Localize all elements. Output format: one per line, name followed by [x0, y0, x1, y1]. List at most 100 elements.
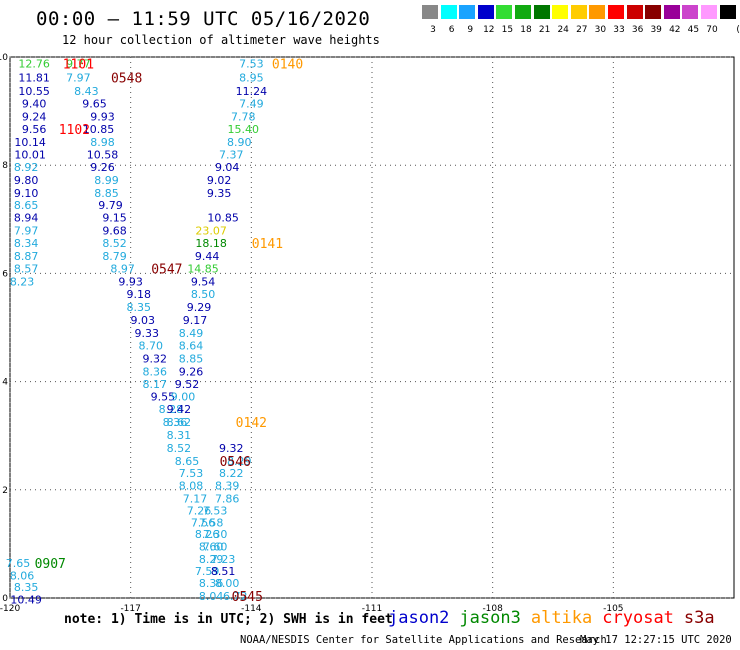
- swh-value: 8.43: [74, 85, 99, 98]
- timestamp: May 17 12:27:15 UTC 2020: [580, 634, 732, 646]
- swh-value: 8.70: [139, 339, 164, 352]
- legend-swatch: [608, 5, 624, 19]
- x-tick-label: -120: [0, 604, 20, 614]
- swh-value: 8.85: [94, 187, 119, 200]
- swh-value: 7.58: [199, 516, 224, 529]
- footnote: note: 1) Time is in UTC; 2) SWH is in fe…: [64, 612, 393, 627]
- swh-value: 8.52: [102, 237, 127, 250]
- swh-value: 9.04: [215, 161, 240, 174]
- swh-value: 9.03: [130, 314, 155, 327]
- legend-label: 21: [538, 25, 551, 35]
- swh-value: 7.37: [219, 148, 244, 161]
- legend-swatch: [589, 5, 606, 19]
- swh-value: 9.35: [207, 187, 232, 200]
- swh-value: 8.36: [143, 365, 168, 378]
- swh-value: 8.39: [215, 479, 240, 492]
- swh-value: 11.24: [236, 85, 268, 98]
- swh-value: 8.52: [167, 442, 192, 455]
- swh-value: 9.40: [22, 98, 47, 111]
- swh-value: 9.10: [14, 187, 39, 200]
- legend-swatch: [477, 5, 494, 19]
- map-title: 00:00 – 11:59 UTC 05/16/2020: [36, 8, 371, 30]
- legend-swatch: [626, 5, 643, 19]
- swh-value: 9.52: [175, 378, 200, 391]
- legend-label: 12: [483, 25, 495, 35]
- swh-value: 7.78: [231, 111, 256, 124]
- x-tick-label: -111: [362, 604, 382, 614]
- pass-time-label: 0548: [111, 72, 142, 87]
- swh-value: 7.30: [203, 528, 228, 541]
- legend-swatch: [682, 5, 699, 19]
- swh-value: 8.99: [94, 174, 119, 187]
- legend-label: 3: [430, 25, 436, 35]
- swh-value: 10.85: [83, 123, 115, 136]
- swh-value: 9.56: [22, 123, 47, 136]
- legend-label: 18: [520, 25, 532, 35]
- satellite-s3a: s3a: [683, 608, 715, 628]
- swh-value: 8.35: [126, 301, 151, 314]
- legend-label: 30: [594, 25, 607, 35]
- swh-value: 10.14: [14, 136, 46, 149]
- swh-value: 8.94: [14, 212, 39, 225]
- legend-label: 15: [501, 25, 514, 35]
- satellite-altika: altika: [530, 608, 593, 628]
- swh-value: 9.55: [151, 391, 176, 404]
- swh-value: 9.77: [66, 57, 91, 70]
- swh-value: 7.97: [66, 72, 91, 85]
- swh-value: 11.81: [18, 72, 50, 85]
- legend-label: 9: [467, 25, 474, 35]
- swh-value: 9.32: [219, 442, 244, 455]
- pass-time-label: 1102: [59, 123, 90, 138]
- swh-value: 8.36: [163, 416, 188, 429]
- swh-value: 7.53: [203, 504, 228, 517]
- swh-value: 12.76: [18, 57, 50, 70]
- swh-value: 7.26: [187, 504, 212, 517]
- y-tick-label: 4: [2, 378, 8, 388]
- swh-value: 7.53: [179, 467, 204, 480]
- swh-value: 23.07: [195, 225, 227, 238]
- swh-value: 9.26: [90, 161, 115, 174]
- legend-swatch: [459, 5, 476, 19]
- swh-value: 8.29: [227, 455, 252, 468]
- legend-swatch: [719, 5, 736, 19]
- map-subtitle: 12 hour collection of altimeter wave hei…: [62, 33, 380, 47]
- swh-value: 8.31: [167, 429, 192, 442]
- swh-value: 8.00: [215, 577, 240, 590]
- swh-value: 9.02: [207, 174, 232, 187]
- swh-value: 9.93: [90, 111, 115, 124]
- swh-value: 8.23: [10, 276, 35, 289]
- swh-value: 9.80: [14, 174, 39, 187]
- swh-value: 9.29: [187, 301, 212, 314]
- y-tick-label: 10: [0, 53, 8, 63]
- legend-swatch: [645, 5, 662, 19]
- swh-value: 8.04: [199, 590, 224, 603]
- swh-value: 18.18: [195, 237, 227, 250]
- swh-value: 9.68: [102, 225, 127, 238]
- swh-value: 7.65: [6, 557, 31, 570]
- swh-value: 9.54: [191, 276, 216, 289]
- x-tick-label: -114: [241, 604, 262, 614]
- swh-value: 7.17: [183, 492, 208, 505]
- swh-value: 8.65: [14, 199, 39, 212]
- pass-time-label: 0907: [35, 557, 66, 572]
- swh-value: 8.92: [14, 161, 39, 174]
- legend-label: 27: [576, 25, 588, 35]
- satellite-jason3: jason3: [459, 608, 521, 628]
- legend-label: 36: [631, 25, 644, 35]
- y-tick-label: 8: [2, 161, 8, 171]
- swh-value: 8.57: [14, 263, 39, 276]
- x-tick-label: -105: [603, 604, 623, 614]
- legend-label: 45: [687, 25, 700, 35]
- swh-value: 7.56: [191, 516, 216, 529]
- swh-value: 9.24: [22, 111, 47, 124]
- swh-value: 9.00: [171, 391, 196, 404]
- swh-value: 15.40: [228, 123, 260, 136]
- pass-time-label: 0546: [220, 455, 251, 470]
- swh-value: 9.17: [183, 314, 208, 327]
- swh-value: 8.22: [219, 467, 244, 480]
- swh-value: 8.34: [14, 237, 39, 250]
- legend-label: 6: [448, 25, 455, 35]
- swh-value: 10.58: [87, 148, 119, 161]
- legend-swatch: [701, 5, 717, 19]
